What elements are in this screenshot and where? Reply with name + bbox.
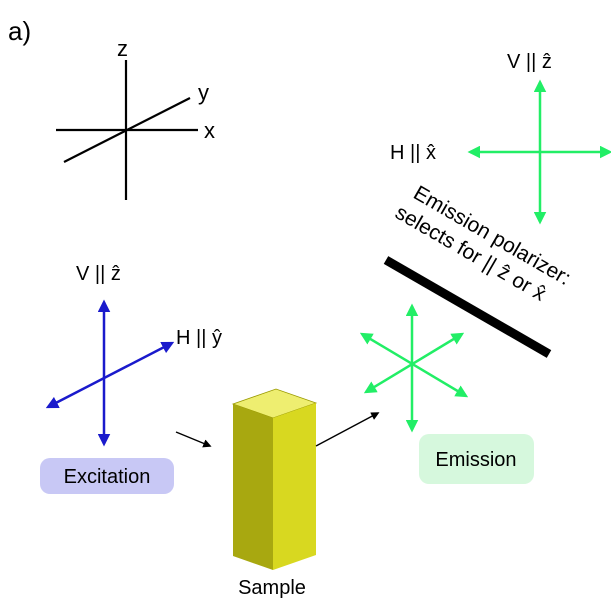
emission-polarizer-bar [383,256,552,358]
sample-front-face [273,403,316,570]
excitation-v-label: V || ẑ [76,263,121,285]
sample-side-face [233,404,273,570]
emission-star-arrows [359,303,469,433]
y-axis [63,97,191,163]
sample-block [231,388,318,570]
excitation-horizontal-arrow [45,341,175,409]
emission-reference-arrows [467,79,611,225]
panel-label: a) [8,16,31,46]
emission-h-label: H || x̂ [390,142,436,164]
excitation-arrows [45,299,175,447]
coordinate-axes [56,60,198,200]
emission-v-label: V || ẑ [507,51,552,73]
emission-star-diagonal-2 [363,332,465,394]
x-axis-label: x [204,118,215,143]
incoming-beam [175,431,212,448]
emission-box [419,434,534,484]
excitation-box [40,458,174,494]
excitation-box-label: Excitation [64,466,151,488]
sample-label: Sample [238,577,306,599]
y-axis-label: y [198,80,209,105]
emission-box-label: Emission [435,449,516,471]
z-axis-label: z [117,36,128,61]
emitted-beam [315,412,380,447]
polarizer-caption: Emission polarizer: selects for || ẑ or … [391,181,574,305]
emission-star-diagonal-1 [359,332,469,398]
excitation-h-label: H || ŷ [176,327,222,349]
